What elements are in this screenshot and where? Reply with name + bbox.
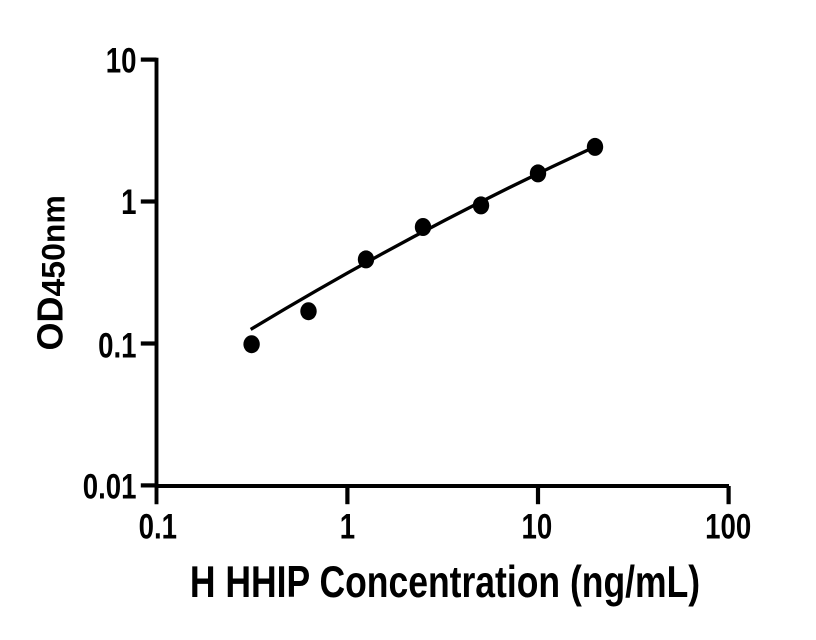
svg-text:0.1: 0.1: [98, 325, 136, 365]
svg-text:1: 1: [340, 506, 355, 546]
svg-text:H HHIP Concentration (ng/mL): H HHIP Concentration (ng/mL): [190, 557, 700, 607]
svg-text:10: 10: [106, 40, 137, 80]
svg-text:OD450nm: OD450nm: [30, 195, 72, 350]
svg-text:10: 10: [522, 506, 553, 546]
svg-text:0.01: 0.01: [83, 466, 137, 506]
svg-text:0.1: 0.1: [139, 506, 177, 546]
svg-text:100: 100: [705, 506, 751, 546]
svg-text:1: 1: [121, 182, 136, 222]
